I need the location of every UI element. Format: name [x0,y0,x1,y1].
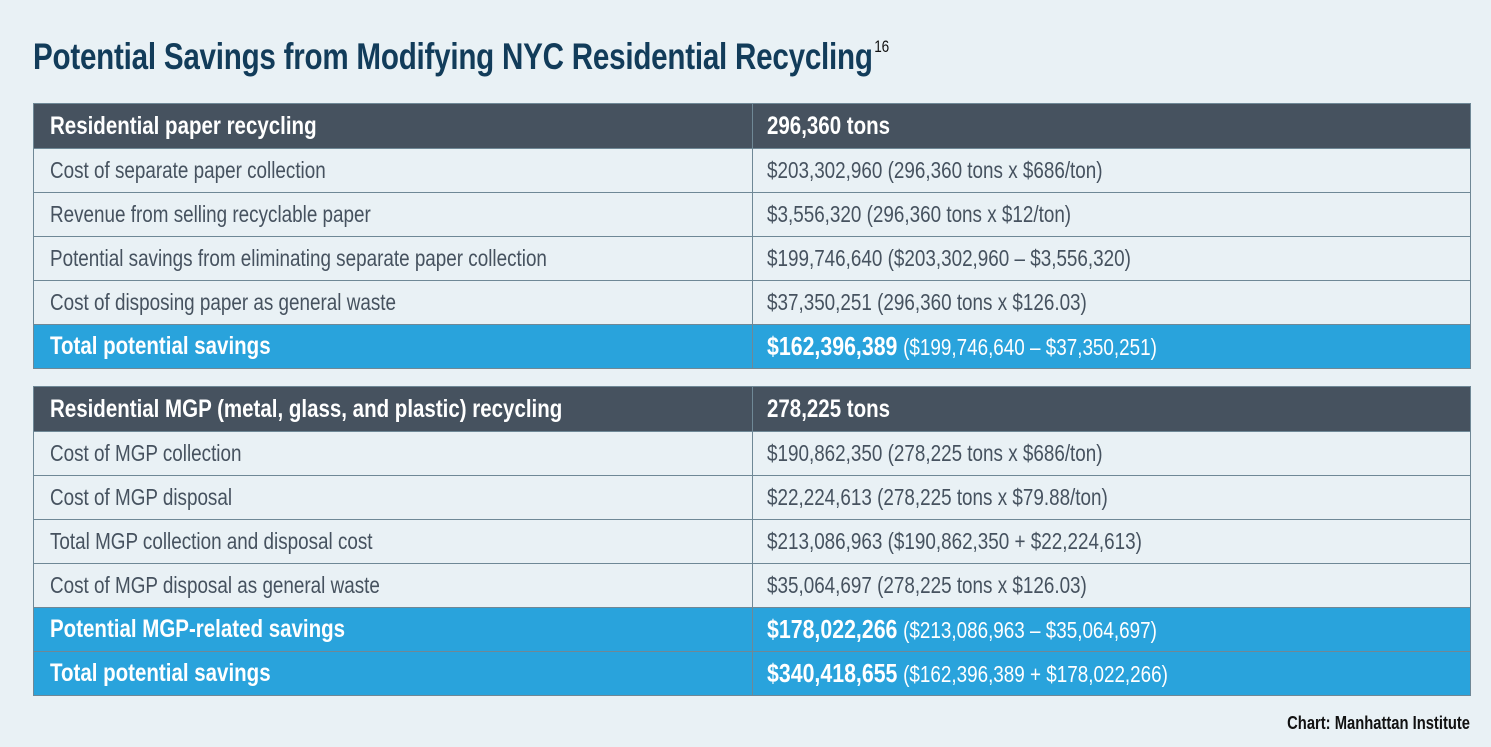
row-value: $22,224,613 (278,225 tons x $79.88/ton) [752,475,1471,520]
row-label: Revenue from selling recyclable paper [33,192,753,237]
grand-total-row: Total potential savings $340,418,655 ($1… [33,651,1471,696]
total-row: Total potential savings $162,396,389 ($1… [33,324,1471,369]
row-label: Cost of MGP collection [33,431,753,476]
row-value: $3,556,320 (296,360 tons x $12/ton) [752,192,1471,237]
paper-recycling-table: Residential paper recycling 296,360 tons… [33,103,1471,369]
row-label: Cost of separate paper collection [33,148,753,193]
source-credit: Chart: Manhattan Institute [1287,713,1470,733]
table-row: Revenue from selling recyclable paper $3… [33,192,1471,237]
row-value: $199,746,640 ($203,302,960 – $3,556,320) [752,236,1471,281]
table-row: Cost of MGP disposal $22,224,613 (278,22… [33,475,1471,520]
chart-title-text: Potential Savings from Modifying NYC Res… [33,36,873,77]
table-row: Cost of MGP collection $190,862,350 (278… [33,431,1471,476]
footnote-marker: 16 [874,36,889,56]
table-header-row: Residential MGP (metal, glass, and plast… [33,386,1471,432]
table-row: Cost of disposing paper as general waste… [33,280,1471,325]
total-value-cell: $178,022,266 ($213,086,963 – $35,064,697… [752,607,1471,652]
total-value: $340,418,655 [767,658,898,688]
row-label: Cost of MGP disposal [33,475,753,520]
table-row: Cost of separate paper collection $203,3… [33,148,1471,193]
row-value: $190,862,350 (278,225 tons x $686/ton) [752,431,1471,476]
row-value: $203,302,960 (296,360 tons x $686/ton) [752,148,1471,193]
row-label: Cost of disposing paper as general waste [33,280,753,325]
table-row: Potential savings from eliminating separ… [33,236,1471,281]
total-label: Potential MGP-related savings [33,607,753,652]
row-label: Total MGP collection and disposal cost [33,519,753,564]
table-row: Total MGP collection and disposal cost $… [33,519,1471,564]
header-value-cell: 278,225 tons [752,386,1471,432]
total-calculation: ($213,086,963 – $35,064,697) [903,617,1157,643]
mgp-recycling-table: Residential MGP (metal, glass, and plast… [33,386,1471,696]
total-value: $178,022,266 [767,614,898,644]
header-label-cell: Residential MGP (metal, glass, and plast… [33,386,753,432]
chart-title: Potential Savings from Modifying NYC Res… [33,36,1103,78]
total-value-cell: $162,396,389 ($199,746,640 – $37,350,251… [752,324,1471,369]
row-value: $213,086,963 ($190,862,350 + $22,224,613… [752,519,1471,564]
total-calculation: ($199,746,640 – $37,350,251) [903,334,1157,360]
row-label: Cost of MGP disposal as general waste [33,563,753,608]
total-value: $162,396,389 [767,331,898,361]
table-header-row: Residential paper recycling 296,360 tons [33,103,1471,149]
mgp-savings-row: Potential MGP-related savings $178,022,2… [33,607,1471,652]
row-value: $37,350,251 (296,360 tons x $126.03) [752,280,1471,325]
total-label: Total potential savings [33,651,753,696]
header-label-cell: Residential paper recycling [33,103,753,149]
table-row: Cost of MGP disposal as general waste $3… [33,563,1471,608]
total-label: Total potential savings [33,324,753,369]
row-label: Potential savings from eliminating separ… [33,236,753,281]
total-calculation: ($162,396,389 + $178,022,266) [903,661,1168,687]
row-value: $35,064,697 (278,225 tons x $126.03) [752,563,1471,608]
total-value-cell: $340,418,655 ($162,396,389 + $178,022,26… [752,651,1471,696]
header-value-cell: 296,360 tons [752,103,1471,149]
